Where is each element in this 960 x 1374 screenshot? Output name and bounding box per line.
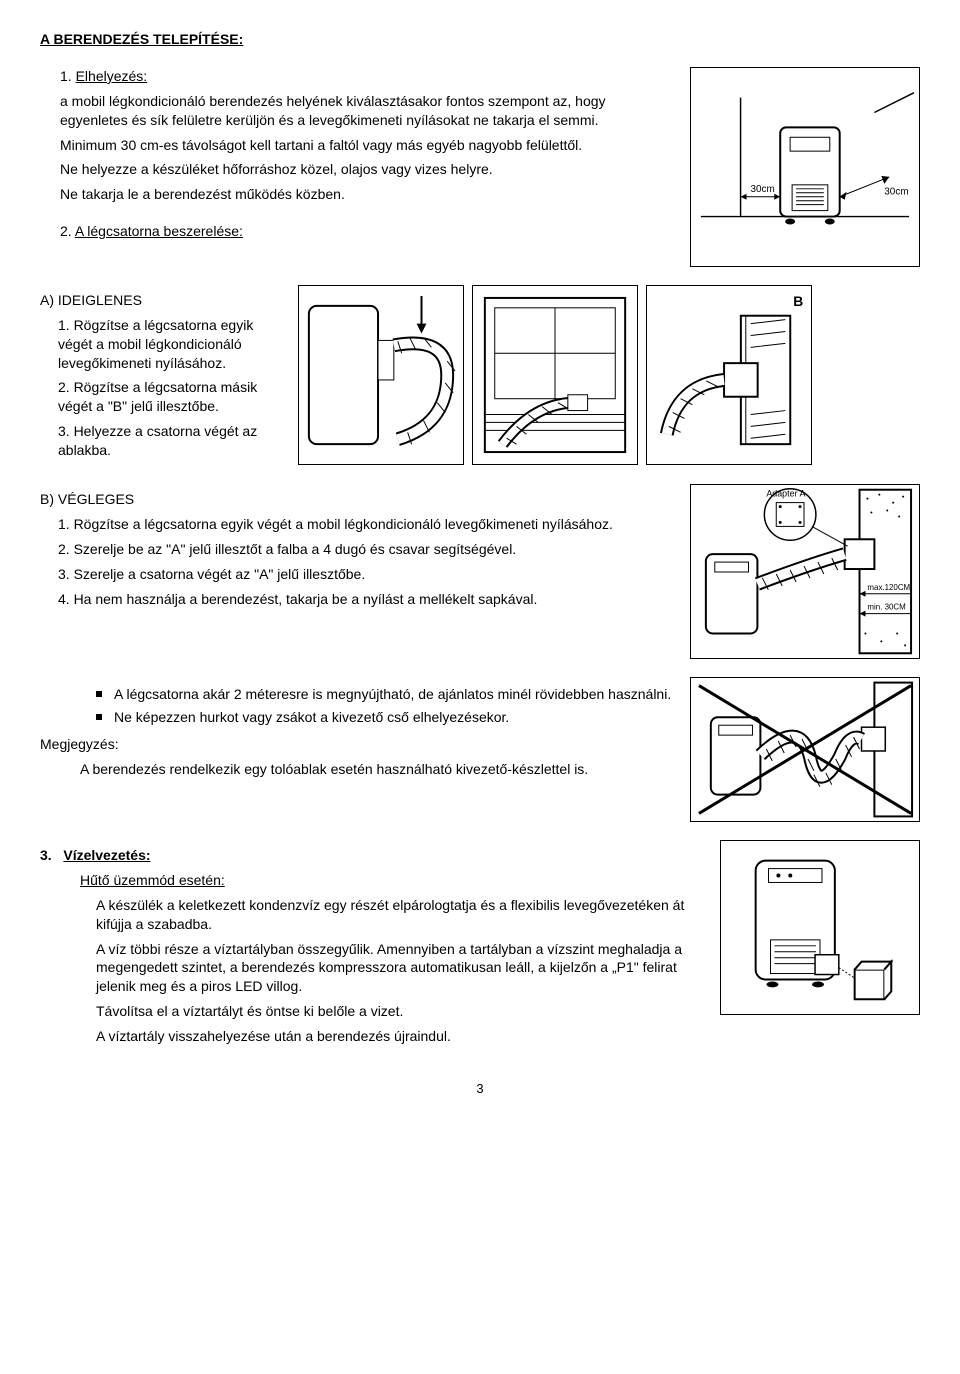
s1-num: 1. <box>60 68 72 84</box>
s3-p1: A készülék a keletkezett kondenzvíz egy … <box>40 896 702 934</box>
section-3: 3. Vízelvezetés: Hűtő üzemmód esetén: A … <box>40 840 920 1052</box>
s3-p2: A víz többi része a víztartályban összeg… <box>40 940 702 997</box>
figure-wall-adapter: Adapter A max.120CM min. 30CM <box>690 484 920 659</box>
s2b-note: A berendezés rendelkezik egy tolóablak e… <box>40 760 672 779</box>
s2a-i2: 2. Rögzítse a légcsatorna másik végét a … <box>58 378 280 416</box>
s1-p4: Ne takarja le a berendezést működés közb… <box>60 185 672 204</box>
s2-num: 2. <box>60 223 72 239</box>
s3-heading: Vízelvezetés: <box>63 847 150 863</box>
section-1-text: 1. Elhelyezés: a mobil légkondicionáló b… <box>40 67 672 247</box>
fig1-label-left: 30cm <box>750 184 774 195</box>
page-title: A BERENDEZÉS TELEPÍTÉSE: <box>40 30 920 49</box>
s2a-i3: 3. Helyezze a csatorna végét az ablakba. <box>58 422 280 460</box>
s2b-note-label: Megjegyzés: <box>40 735 672 754</box>
s2b-i4: 4. Ha nem használja a berendezést, takar… <box>58 590 672 609</box>
fig3-adapter-label: Adapter A <box>766 489 805 499</box>
figure-no-loop <box>690 677 920 822</box>
section-1: 1. Elhelyezés: a mobil légkondicionáló b… <box>40 67 920 267</box>
s3-num: 3. <box>40 847 52 863</box>
s2b-bullet-2: Ne képezzen hurkot vagy zsákot a kivezet… <box>96 708 672 727</box>
s2b-i3: 3. Szerelje a csatorna végét az "A" jelű… <box>58 565 672 584</box>
section-2a: A) IDEIGLENES 1. Rögzítse a légcsatorna … <box>40 285 920 466</box>
s2a-label: A) IDEIGLENES <box>40 291 280 310</box>
fig3-max-label: max.120CM <box>867 583 910 592</box>
figure-water-tank <box>720 840 920 1015</box>
fig1-label-right: 30cm <box>884 187 908 198</box>
s2b-bullet-1: A légcsatorna akár 2 méteresre is megnyú… <box>96 685 672 704</box>
fig3-min-label: min. 30CM <box>867 603 905 612</box>
s2a-i1: 1. Rögzítse a légcsatorna egyik végét a … <box>58 316 280 373</box>
figure-hose-attach <box>298 285 464 465</box>
s2a-text: A) IDEIGLENES 1. Rögzítse a légcsatorna … <box>40 285 280 466</box>
section-2b-notes: A légcsatorna akár 2 méteresre is megnyú… <box>40 677 920 822</box>
s2b-label: B) VÉGLEGES <box>40 490 672 509</box>
s3-p3: Távolítsa el a víztartályt és öntse ki b… <box>40 1002 702 1021</box>
figure-window-vent <box>472 285 638 465</box>
s2b-text: B) VÉGLEGES 1. Rögzítse a légcsatorna eg… <box>40 484 672 614</box>
figure-adapter-b: B <box>646 285 812 465</box>
s1-p3: Ne helyezze a készüléket hőforráshoz köz… <box>60 160 672 179</box>
fig-2a-group: B <box>298 285 812 465</box>
section-2b: B) VÉGLEGES 1. Rögzítse a légcsatorna eg… <box>40 484 920 659</box>
fig2c-label: B <box>793 293 803 309</box>
s1-p1: a mobil légkondicionáló berendezés helyé… <box>60 92 672 130</box>
s3-text: 3. Vízelvezetés: Hűtő üzemmód esetén: A … <box>40 840 702 1052</box>
page-number: 3 <box>40 1080 920 1098</box>
figure-placement: 30cm 30cm <box>690 67 920 267</box>
s2b-i1: 1. Rögzítse a légcsatorna egyik végét a … <box>58 515 672 534</box>
s3-sub: Hűtő üzemmód esetén: <box>40 871 702 890</box>
s2b-i2: 2. Szerelje be az "A" jelű illesztőt a f… <box>58 540 672 559</box>
s2-heading: A légcsatorna beszerelése: <box>75 223 243 239</box>
s1-p2: Minimum 30 cm-es távolságot kell tartani… <box>60 136 672 155</box>
s3-p4: A víztartály visszahelyezése után a bere… <box>40 1027 702 1046</box>
s2b-notes-text: A légcsatorna akár 2 méteresre is megnyú… <box>40 677 672 785</box>
s1-heading: Elhelyezés: <box>76 68 148 84</box>
